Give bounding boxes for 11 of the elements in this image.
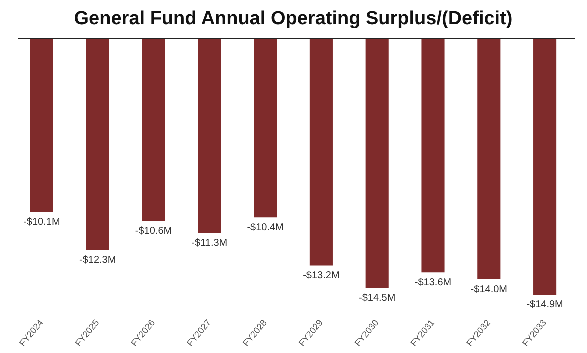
data-label: -$10.6M (135, 226, 172, 237)
data-label: -$14.0M (470, 284, 508, 296)
chart-title: General Fund Annual Operating Surplus/(Deficit) (74, 8, 513, 30)
data-label: -$12.3M (80, 255, 116, 266)
data-label: -$11.3M (192, 238, 228, 249)
data-label: -$13.2M (303, 270, 340, 282)
data-label: -$13.6M (414, 277, 452, 288)
data-label: -$14.9M (526, 300, 564, 311)
data-label: -$10.4M (247, 222, 284, 234)
data-label: -$10.1M (24, 217, 60, 228)
data-label: -$14.5M (359, 292, 396, 304)
